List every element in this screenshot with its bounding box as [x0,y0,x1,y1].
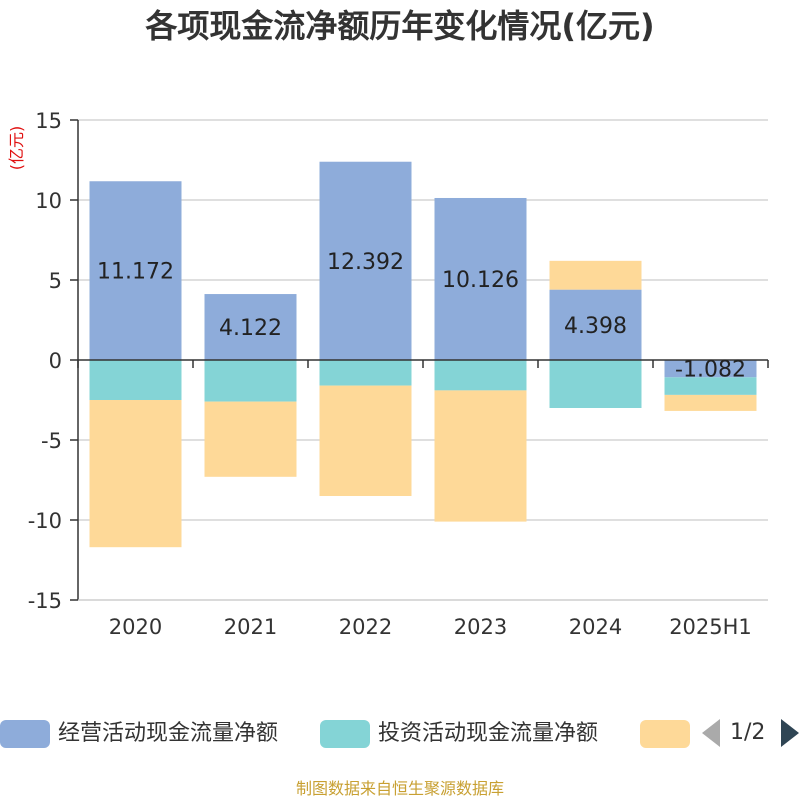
data-label: -1.082 [675,358,746,383]
bar-series-0-2021 [204,294,297,360]
legend-swatch [320,720,370,748]
bar-series-1-2022 [319,360,412,386]
legend-swatch [0,720,50,748]
bar-series-1-2020 [89,360,182,400]
y-tick-label: -5 [41,429,62,453]
data-label: 4.122 [219,316,282,341]
x-tick-label: 2021 [224,615,277,639]
axis-layer: 15 10 5 0 -5 -10 -15 2020 2021 2022 2023 2024 2025H1 [28,109,769,639]
bar-series-2-2020 [89,400,182,548]
label-layer: 11.172 4.122 12.392 10.126 4.398 -1.082 [97,250,746,383]
bar-series-0-2025H1 [664,360,757,378]
data-label: 10.126 [442,268,519,293]
bar-series-1-2021 [204,360,297,402]
bar-series-2-2025H1 [664,394,757,411]
legend-page-indicator: 1/2 [730,720,766,745]
bar-series-1-2025H1 [664,377,757,395]
data-label: 12.392 [327,250,404,275]
x-tick-label: 2025H1 [669,615,752,639]
x-tick-label: 2020 [109,615,162,639]
bar-series-0-2023 [434,197,527,360]
legend-label: 投资活动现金流量净额 [378,721,599,746]
y-tick-label: -15 [28,589,62,613]
legend-prev-arrow-icon[interactable] [702,719,720,747]
x-tick-label: 2023 [454,615,507,639]
bar-layer [89,161,757,548]
legend: 经营活动现金流量净额 投资活动现金流量净额 [0,714,800,754]
y-tick-label: 10 [35,189,62,213]
data-label: 11.172 [97,260,174,285]
bar-series-0-2020 [89,181,182,360]
y-tick-label: 0 [49,349,62,373]
bar-series-1-2024 [549,360,642,408]
bar-series-0-2024 [549,289,642,360]
bar-series-1-2023 [434,360,527,391]
data-label: 4.398 [564,314,627,339]
chart-title: 各项现金流净额历年变化情况(亿元) [145,7,655,45]
source-note: 制图数据来自恒生聚源数据库 [295,779,504,798]
x-tick-label: 2022 [339,615,392,639]
y-axis-title: (亿元) [7,126,26,171]
bar-series-2-2021 [204,401,297,477]
legend-next-arrow-icon[interactable] [781,719,799,747]
bar-series-2-2024 [549,260,642,290]
y-tick-label: -10 [28,509,62,533]
y-tick-label: 5 [49,269,62,293]
legend-label: 经营活动现金流量净额 [58,721,279,746]
x-tick-label: 2024 [569,615,622,639]
bar-series-0-2022 [319,161,412,360]
y-tick-label: 15 [35,109,62,133]
legend-swatch [640,720,690,748]
bar-series-2-2023 [434,390,527,522]
bar-series-2-2022 [319,385,412,496]
